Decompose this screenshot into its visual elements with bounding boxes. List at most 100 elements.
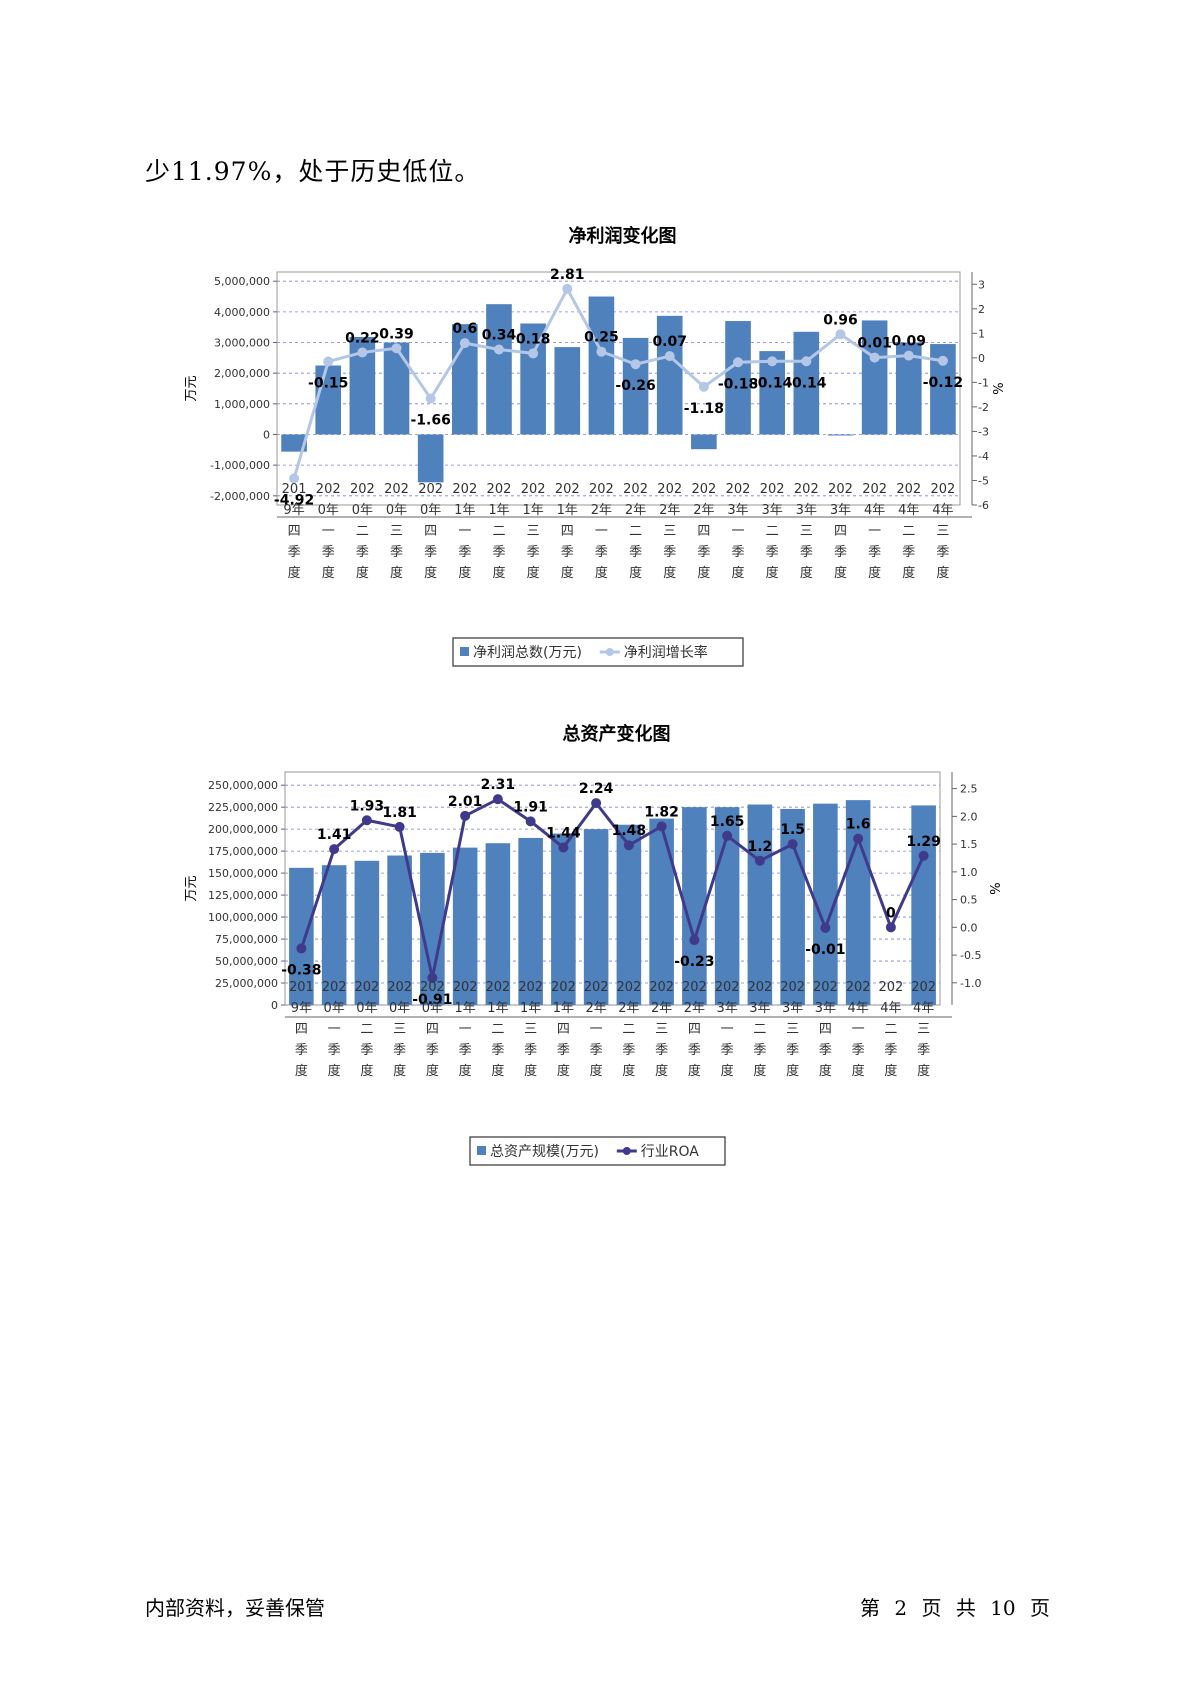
x-tick-label: 0年 [422,1001,443,1016]
x-tick-label: 0年 [420,503,441,518]
y-right-axis-label: % [989,882,1004,894]
bar [682,807,707,1005]
line-point [937,355,948,366]
line-point [689,935,700,946]
line-point [394,821,405,832]
x-tick-label: 度 [834,565,847,581]
data-label: -1.66 [410,413,450,429]
legend-box [469,1136,726,1166]
x-tick-label: 四 [561,524,574,539]
x-tick-label: 201 [289,980,314,995]
x-tick-label: 202 [485,980,510,995]
x-tick-label: 季 [732,545,745,560]
y-right-tick-label: 2.5 [960,783,978,796]
x-tick-label: 202 [623,482,648,497]
footer-page-number: 第 2 页 共 10 页 [860,1596,1050,1620]
x-tick-label: 2年 [591,503,612,518]
data-label: 1.2 [747,839,772,855]
x-tick-label: 季 [590,1043,603,1058]
data-label: 1.48 [612,823,647,839]
x-tick-label: 度 [732,565,745,581]
series-line [299,797,925,979]
x-tick-label: 202 [384,482,409,497]
data-label: 0.07 [652,334,687,350]
x-tick-label: 季 [800,545,813,560]
x-tick-label: 一 [328,1022,341,1037]
x-tick-label: 四 [688,1022,701,1037]
x-tick-label: 季 [491,1043,504,1058]
x-tick-label: 三 [390,524,403,539]
y-tick-label: -2,000,000 [210,490,270,503]
x-tick-label: 三 [663,524,676,539]
y-axis-label: 万元 [184,375,199,401]
bar [485,843,511,1005]
bar [452,847,478,1005]
y-tick-label: 50,000,000 [215,955,278,968]
x-tick-label: 二 [491,1022,504,1037]
y-right-tick-label: -0.5 [960,949,981,962]
x-tick-label: 202 [649,980,674,995]
x-tick-label: 季 [288,545,301,560]
y-tick-label: 75,000,000 [215,933,278,946]
x-tick-label: 202 [813,980,838,995]
x-tick-label: 季 [663,545,676,560]
x-tick-label: 度 [688,1063,701,1079]
x-tick-label: 四 [424,524,437,539]
total-assets-chart: 总资产变化图 250,000,000 225,000,000 200,000,000 1… [0,720,1191,1180]
x-tick-label: 度 [697,565,710,581]
line-point [787,839,798,850]
data-label: 0.25 [584,330,619,346]
bar [554,347,581,435]
data-label: 1.91 [513,799,548,815]
line-point [767,356,778,367]
x-tick-label: 三 [800,524,813,539]
line-point [754,855,765,866]
x-tick-label: 季 [458,545,471,560]
x-tick-label: 4年 [847,1001,868,1016]
x-tick-label: 3年 [782,1001,803,1016]
bar [725,321,751,435]
x-tick-label: 度 [393,1063,406,1079]
x-tick-label: 4年 [864,503,885,518]
data-label: 1.29 [906,834,941,850]
x-tick-label: 度 [459,1063,472,1079]
bar [747,804,773,1005]
x-tick-label: 2年 [618,1001,639,1016]
x-tick-label: 0年 [323,1001,344,1016]
footer-confidential-note: 内部资料，妥善保管 [145,1596,325,1620]
line-point [801,356,812,367]
line-point [722,830,733,841]
x-tick-label: 季 [688,1043,701,1058]
data-label: 0.18 [516,331,551,347]
x-tick-label: 季 [492,545,505,560]
line-point [361,815,372,826]
x-tick-label: 202 [682,980,707,995]
line-point [820,922,831,933]
y-right-tick-label: -2 [978,401,989,414]
line-point [323,356,334,367]
line-point [664,351,675,362]
x-tick-label: 季 [595,545,608,560]
x-tick-label: 9年 [283,503,304,518]
chart-title: 总资产变化图 [563,723,671,745]
data-label: -0.14 [786,375,827,391]
x-tick-label: 三 [786,1022,799,1037]
x-tick-label: 0年 [389,1001,410,1016]
x-tick-label: 202 [780,980,805,995]
x-tick-label: 2年 [684,1001,705,1016]
x-tick-label: 度 [902,565,915,581]
x-tick-label: 202 [931,482,956,497]
x-tick-label: 季 [786,1043,799,1058]
x-tick-label: 季 [902,545,915,560]
x-tick-label: 度 [766,565,779,581]
x-tick-label: 202 [452,482,477,497]
x-tick-label: 4年 [913,1001,934,1016]
line-point [525,816,536,827]
bar [656,315,683,435]
x-tick-label: 季 [819,1043,832,1058]
legend-line-dot [605,648,614,656]
x-tick-label: 度 [917,1063,930,1079]
x-tick-label: 度 [884,1063,897,1079]
x-tick-label: 3年 [830,503,851,518]
bar [793,331,820,435]
